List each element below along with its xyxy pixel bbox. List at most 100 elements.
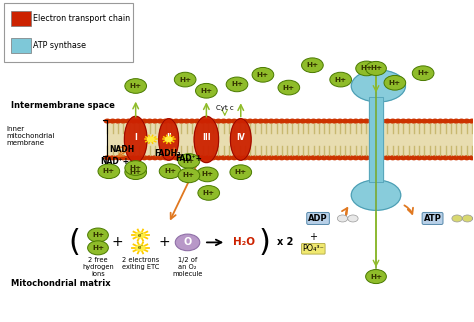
Circle shape [462,215,473,222]
Circle shape [331,118,338,124]
Circle shape [389,118,397,124]
Circle shape [109,155,117,160]
Circle shape [125,165,146,179]
Circle shape [363,118,370,124]
Text: I: I [134,133,137,142]
Text: e⁻: e⁻ [137,232,144,238]
Circle shape [246,118,254,124]
Circle shape [196,83,217,98]
Circle shape [167,155,174,160]
Circle shape [199,155,206,160]
Circle shape [183,155,191,160]
Circle shape [326,155,333,160]
Text: H₂O: H₂O [233,237,255,247]
Circle shape [114,118,122,124]
Text: H+: H+ [129,83,142,89]
Circle shape [405,118,412,124]
Circle shape [463,118,471,124]
Circle shape [183,118,191,124]
Circle shape [199,118,206,124]
Circle shape [246,155,254,160]
Text: FADH₂: FADH₂ [155,148,181,157]
Circle shape [262,118,270,124]
Circle shape [373,155,381,160]
Circle shape [273,118,280,124]
Circle shape [159,164,181,179]
Circle shape [299,155,307,160]
Text: II: II [166,133,172,142]
Circle shape [437,155,444,160]
Circle shape [230,165,252,179]
Circle shape [273,155,280,160]
Text: NADH: NADH [109,145,134,154]
Text: H+: H+ [335,77,347,83]
Circle shape [241,155,248,160]
Circle shape [463,155,471,160]
Circle shape [348,215,358,222]
Text: x 2: x 2 [277,237,293,247]
Circle shape [197,167,218,182]
Circle shape [167,118,174,124]
Circle shape [278,80,300,95]
Circle shape [193,118,201,124]
Circle shape [220,118,228,124]
Text: H+: H+ [103,168,115,174]
Circle shape [188,118,196,124]
Circle shape [220,155,228,160]
Circle shape [225,155,233,160]
Circle shape [125,161,146,175]
Circle shape [458,155,465,160]
Circle shape [368,155,375,160]
Text: Intermembrane space: Intermembrane space [11,101,115,109]
Ellipse shape [230,119,251,160]
Text: H+: H+ [306,62,319,68]
Circle shape [151,118,159,124]
Text: H+: H+ [283,85,295,90]
Circle shape [304,155,312,160]
Circle shape [304,118,312,124]
Text: NAD⁺+: NAD⁺+ [100,157,129,166]
Circle shape [188,155,196,160]
Circle shape [326,118,333,124]
Circle shape [315,155,323,160]
Circle shape [299,118,307,124]
Text: H+: H+ [183,158,195,164]
Text: H+: H+ [389,80,401,86]
Circle shape [468,155,474,160]
Circle shape [437,118,444,124]
Circle shape [447,155,455,160]
Circle shape [447,118,455,124]
Circle shape [294,118,301,124]
Ellipse shape [194,116,219,163]
Circle shape [378,118,386,124]
Circle shape [320,118,328,124]
Circle shape [147,137,154,142]
Circle shape [215,155,222,160]
Ellipse shape [159,119,179,160]
Circle shape [331,155,338,160]
Circle shape [125,118,132,124]
Circle shape [178,155,185,160]
Circle shape [330,72,352,87]
FancyBboxPatch shape [4,3,133,62]
Circle shape [156,155,164,160]
Circle shape [130,155,137,160]
Bar [108,121,474,158]
Text: +: + [111,235,123,250]
Circle shape [357,155,365,160]
Circle shape [320,155,328,160]
Circle shape [400,155,407,160]
Text: H+: H+ [92,245,104,251]
Circle shape [357,118,365,124]
Text: ): ) [258,228,270,257]
Circle shape [178,168,200,183]
Circle shape [410,118,418,124]
Circle shape [336,155,344,160]
Circle shape [458,118,465,124]
Circle shape [394,118,402,124]
Circle shape [310,118,317,124]
Circle shape [241,118,248,124]
Circle shape [141,118,148,124]
Circle shape [421,155,428,160]
Text: +: + [158,235,170,250]
